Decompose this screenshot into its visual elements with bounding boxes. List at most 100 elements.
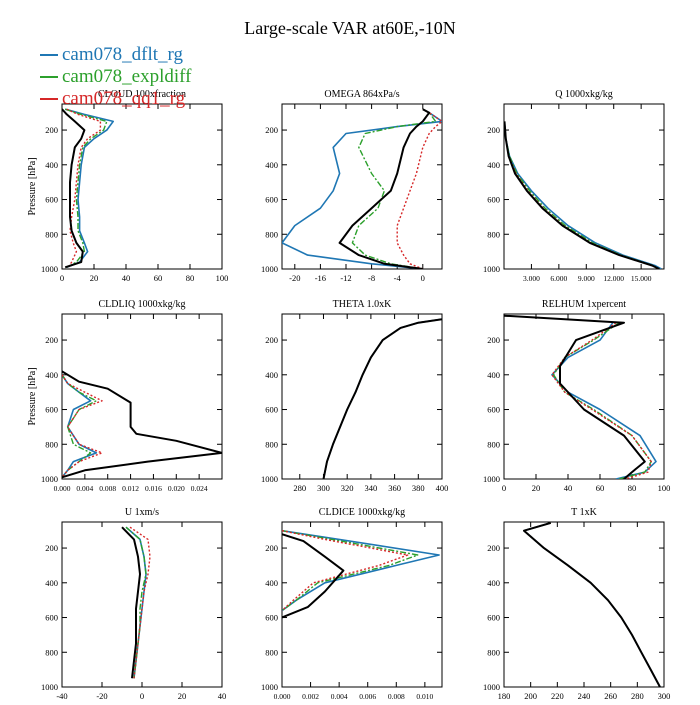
x-tick-label: 0.008	[99, 484, 116, 493]
x-tick-label: 40	[218, 691, 227, 700]
x-tick-label: 6.000	[550, 274, 567, 283]
y-tick-label: 800	[265, 229, 278, 239]
y-tick-label: 400	[487, 578, 500, 588]
x-tick-label: 240	[578, 691, 591, 700]
x-tick-label: 0.000	[274, 692, 291, 700]
y-tick-label: 800	[487, 229, 500, 239]
series-line-cam078_dflt_rg	[282, 108, 442, 269]
x-tick-label: 60	[154, 273, 163, 283]
y-tick-label: 600	[45, 195, 58, 205]
panel: 180 200 220 240 260 280 300 200 400 600 800 1000 T 1…	[483, 507, 670, 701]
x-tick-label: 0	[502, 483, 506, 493]
panel: 0 20 40 60 80 100 200 400 600 800 1000 CLOUD 100xfr…	[27, 89, 228, 283]
panel: 0.000 0.004 0.008 0.012 0.016 0.020 0.024 200 40…	[27, 299, 223, 493]
y-tick-label: 400	[487, 160, 500, 170]
x-tick-label: 180	[498, 691, 511, 700]
panel-title: OMEGA 864xPa/s	[324, 89, 399, 100]
y-tick-label: 1000	[261, 682, 278, 692]
x-tick-label: 0	[140, 691, 144, 700]
series-line-cam078_dflt_rg	[64, 108, 114, 269]
panel-title: RELHUM 1xpercent	[542, 299, 626, 310]
y-tick-label: 800	[487, 647, 500, 657]
y-tick-label: 800	[45, 439, 58, 449]
legend-swatch	[40, 76, 58, 78]
series-line-cam078_qq1_rg	[504, 121, 660, 269]
x-tick-label: 20	[178, 691, 187, 700]
x-tick-label: 360	[388, 483, 401, 493]
x-tick-label: 80	[628, 483, 637, 493]
plot-frame	[503, 103, 665, 270]
x-tick-label: -40	[56, 691, 67, 700]
panel-title: T 1xK	[571, 507, 597, 518]
y-tick-label: 400	[45, 370, 58, 380]
legend: cam078_dflt_rg cam078_expldiff cam078_qq…	[40, 44, 191, 110]
x-tick-label: 0.004	[76, 484, 93, 493]
x-tick-label: 0.002	[302, 692, 319, 700]
x-tick-label: 400	[436, 483, 449, 493]
x-tick-label: 320	[341, 483, 354, 493]
x-tick-label: -20	[289, 273, 300, 283]
x-tick-label: -20	[96, 691, 107, 700]
x-tick-label: 0.020	[168, 484, 185, 493]
x-tick-label: 0.010	[416, 692, 433, 700]
panel-title: U 1xm/s	[125, 507, 159, 518]
series-line-obs	[282, 533, 345, 619]
series-line-cam078_qq1_rg	[282, 530, 409, 612]
y-tick-label: 200	[265, 125, 278, 135]
x-tick-label: -12	[340, 273, 351, 283]
series-line-obs	[121, 526, 141, 679]
y-tick-label: 800	[265, 647, 278, 657]
series-line-obs	[523, 522, 661, 687]
plot-frame	[503, 521, 665, 688]
y-tick-label: 400	[45, 578, 58, 588]
panel-title: CLOUD 100xfraction	[98, 89, 186, 100]
x-tick-label: 0	[421, 273, 425, 283]
y-axis-label: Pressure [hPa]	[27, 367, 38, 425]
x-tick-label: 300	[317, 483, 330, 493]
x-tick-label: 0.006	[359, 692, 376, 700]
x-tick-label: 260	[604, 691, 617, 700]
x-tick-label: 40	[564, 483, 573, 493]
legend-swatch	[40, 98, 58, 100]
series-line-cam078_expldiff	[282, 530, 419, 612]
x-tick-label: -16	[315, 273, 326, 283]
series-line-cam078_expldiff	[125, 526, 147, 679]
panel-title: CLDLIQ 1000xkg/kg	[99, 299, 186, 310]
x-tick-label: 220	[551, 691, 564, 700]
x-tick-label: -8	[368, 273, 375, 283]
legend-item: cam078_qq1_rg	[40, 88, 191, 110]
x-tick-label: 0.016	[145, 484, 162, 493]
x-tick-label: 0	[60, 273, 64, 283]
series-line-obs	[62, 108, 86, 269]
panel-title: CLDICE 1000xkg/kg	[319, 507, 405, 518]
series-line-obs	[504, 121, 660, 269]
x-tick-label: 340	[365, 483, 378, 493]
series-line-obs	[322, 318, 442, 479]
plot-frame	[61, 313, 223, 480]
y-tick-label: 800	[265, 439, 278, 449]
legend-label: cam078_dflt_rg	[62, 44, 184, 65]
plot-frame	[281, 521, 443, 688]
y-tick-label: 800	[45, 647, 58, 657]
y-tick-label: 200	[45, 335, 58, 345]
y-axis-label: Pressure [hPa]	[27, 157, 38, 215]
x-tick-label: 280	[293, 483, 306, 493]
legend-label: cam078_expldiff	[62, 66, 192, 87]
panel: -20 -16 -12 -8 -4 0 200 400 600 800 1000 OMEGA 864x…	[261, 89, 443, 283]
panel: -40 -20 0 20 40 200 400 600 800 1000 U 1xm/s	[41, 507, 227, 701]
x-tick-label: 0.008	[388, 692, 405, 700]
x-tick-label: -4	[394, 273, 402, 283]
series-line-cam078_dflt_rg	[504, 121, 662, 269]
x-tick-label: 0.004	[331, 692, 348, 700]
x-tick-label: 3.000	[523, 274, 540, 283]
y-tick-label: 200	[265, 543, 278, 553]
plot-frame	[281, 103, 443, 270]
series-line-cam078_expldiff	[504, 121, 660, 269]
panel: 0.000 0.002 0.004 0.006 0.008 0.010 200 400 600 8…	[261, 507, 443, 701]
y-tick-label: 600	[487, 613, 500, 623]
y-tick-label: 600	[45, 405, 58, 415]
y-tick-label: 200	[487, 335, 500, 345]
y-tick-label: 600	[487, 195, 500, 205]
plot-frame	[281, 313, 443, 480]
